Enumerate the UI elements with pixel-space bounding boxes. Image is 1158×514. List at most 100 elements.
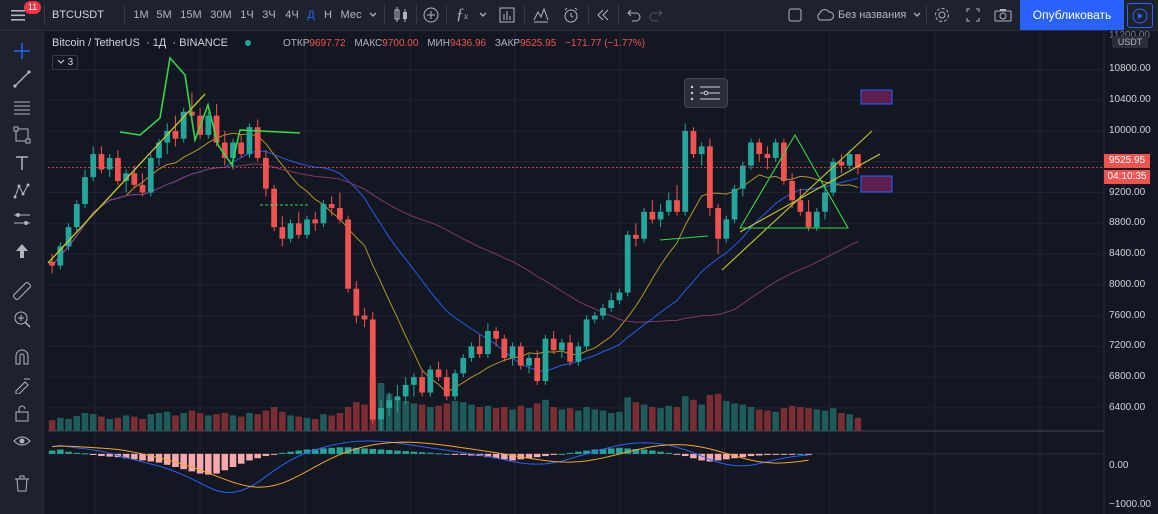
close-label: ЗАКР — [494, 38, 521, 49]
eye-icon[interactable] — [0, 427, 44, 455]
volume-bar — [747, 407, 755, 431]
symbol-title[interactable]: Bitcoin / TetherUS — [52, 37, 140, 49]
macd-histogram-bar — [747, 453, 755, 457]
change-value: −171.77 (−1.77%) — [565, 38, 646, 49]
symbol-search[interactable]: BTCUSDT — [52, 9, 104, 21]
gear-icon[interactable] — [931, 0, 953, 30]
crosshair-icon[interactable] — [0, 37, 44, 65]
candle-body — [608, 300, 615, 308]
chevron-down-icon[interactable] — [476, 0, 490, 30]
currency-label[interactable]: USDT — [1112, 36, 1148, 48]
candle-body — [65, 227, 72, 247]
candle-body — [476, 346, 483, 355]
candle-body — [805, 211, 812, 228]
shape-rectangle-icon[interactable] — [0, 121, 44, 149]
candle-body — [855, 154, 861, 168]
trash-icon[interactable] — [0, 469, 44, 497]
volume-bar — [706, 395, 714, 431]
candle-body — [378, 407, 384, 420]
stay-drawing-icon[interactable] — [0, 371, 44, 399]
macd-signal-line — [52, 441, 809, 488]
zoom-in-icon[interactable] — [0, 305, 44, 333]
pattern-tool-icon[interactable] — [0, 177, 44, 205]
fib-lines-icon[interactable] — [0, 93, 44, 121]
volume-bar — [813, 409, 821, 431]
interval-5m[interactable]: 5М — [156, 9, 172, 21]
replay-icon[interactable] — [592, 0, 614, 30]
trend-line-icon[interactable] — [0, 65, 44, 93]
macd-histogram-bar — [73, 452, 81, 454]
interval-1m[interactable]: 1М — [133, 9, 149, 21]
candle-body — [443, 377, 450, 397]
compare-add-icon[interactable] — [420, 0, 442, 30]
prediction-tool-icon[interactable] — [0, 205, 44, 233]
menu-icon[interactable] — [6, 0, 30, 30]
indicators-icon[interactable]: ƒx — [456, 6, 468, 23]
floating-drawing-toolbar[interactable] — [684, 78, 728, 108]
candle-body — [772, 142, 779, 158]
interval-1w[interactable]: Н — [324, 9, 332, 21]
chevron-down-icon[interactable] — [366, 0, 380, 30]
candle-body — [172, 131, 179, 139]
undo-icon[interactable] — [622, 0, 644, 30]
macd-histogram-bar — [57, 449, 64, 454]
redo-icon[interactable] — [646, 0, 668, 30]
macd-histogram-bar — [583, 450, 590, 454]
collapse-indicators-button[interactable]: 3 — [52, 55, 78, 70]
candle-body — [90, 154, 97, 178]
chevron-down-icon[interactable] — [910, 0, 924, 30]
moving-average-line — [51, 163, 859, 323]
interval-1d[interactable]: Д — [307, 9, 315, 21]
macd-histogram-bar — [262, 453, 270, 457]
macd-histogram-bar — [369, 448, 377, 454]
candles-icon[interactable] — [390, 0, 412, 30]
price-tick-label: 7600.00 — [1109, 309, 1146, 321]
macd-histogram-bar — [48, 450, 56, 454]
play-icon[interactable] — [1127, 3, 1153, 28]
interval-15m[interactable]: 15М — [180, 9, 202, 21]
interval-1h[interactable]: 1Ч — [240, 9, 254, 21]
ohlc-values: ОТКР9697.72 МАКС9700.00 МИН9436.96 ЗАКР9… — [283, 38, 651, 49]
volume-bar — [246, 413, 253, 431]
magnet-icon[interactable] — [0, 343, 44, 371]
candle-body — [575, 346, 582, 362]
candle-body — [238, 142, 245, 155]
volume-bar — [131, 416, 138, 431]
financials-icon[interactable] — [496, 0, 518, 30]
camera-icon[interactable] — [992, 0, 1014, 30]
divider — [524, 5, 525, 25]
volume-bar — [229, 415, 237, 431]
select-layout-icon[interactable] — [784, 0, 806, 30]
alert-clock-icon[interactable] — [560, 0, 582, 30]
volume-bar — [139, 419, 146, 431]
lock-icon[interactable] — [0, 399, 44, 427]
volume-bar — [196, 413, 204, 431]
volume-bar — [616, 411, 623, 431]
volume-bar — [221, 413, 229, 431]
candle-body — [485, 331, 491, 355]
candle-body — [690, 131, 697, 155]
candle-body — [781, 142, 787, 181]
fullscreen-icon[interactable] — [962, 0, 984, 30]
candle-body — [402, 384, 409, 397]
volume-bar — [65, 419, 72, 431]
divider — [618, 5, 619, 25]
cloud-icon[interactable] — [814, 0, 836, 30]
interval-3h[interactable]: 3Ч — [262, 9, 276, 21]
interval-4h[interactable]: 4Ч — [285, 9, 299, 21]
publish-button[interactable]: Опубликовать — [1020, 0, 1124, 30]
macd-histogram-bar — [81, 453, 89, 455]
arrow-up-icon[interactable] — [0, 237, 44, 265]
divider — [416, 5, 417, 25]
templates-icon[interactable] — [530, 0, 552, 30]
text-tool-icon[interactable] — [0, 149, 44, 177]
volume-bar — [418, 404, 426, 431]
ruler-icon[interactable] — [0, 277, 44, 305]
layout-name[interactable]: Без названия — [838, 9, 907, 21]
volume-bar — [501, 407, 508, 431]
interval-1mo[interactable]: Мес — [340, 9, 362, 21]
interval-30m[interactable]: 30М — [210, 9, 232, 21]
macd-histogram-bar — [147, 453, 155, 462]
price-tick-label: 6400.00 — [1109, 401, 1146, 413]
